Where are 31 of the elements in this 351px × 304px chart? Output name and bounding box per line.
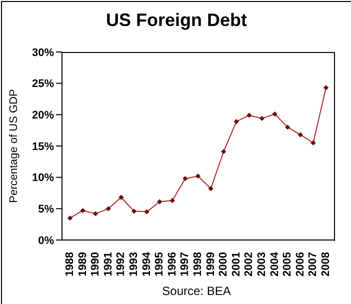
x-tick-label: 2008 bbox=[320, 252, 332, 276]
y-tick-label: 15% bbox=[32, 140, 54, 153]
x-tick-label: 2004 bbox=[268, 251, 281, 276]
x-tick-label: 1992 bbox=[115, 252, 128, 276]
x-tick-label: 2002 bbox=[243, 252, 256, 276]
y-tick-label: 25% bbox=[32, 78, 54, 90]
x-tick-label: 1997 bbox=[179, 252, 192, 276]
y-tick-label: 0% bbox=[38, 234, 54, 247]
y-tick-label: 20% bbox=[32, 110, 54, 122]
x-tick-label: 1996 bbox=[166, 252, 178, 276]
y-tick-label: 10% bbox=[32, 172, 54, 184]
x-tick-label: 2001 bbox=[230, 252, 242, 276]
chart-title: US Foreign Debt bbox=[104, 10, 248, 31]
x-tick-label: 1995 bbox=[154, 252, 166, 276]
x-tick-label: 2007 bbox=[307, 252, 320, 276]
x-tick-label: 1990 bbox=[90, 252, 102, 276]
x-tick-label: 1989 bbox=[76, 252, 89, 276]
x-tick-label: 1999 bbox=[204, 252, 217, 276]
x-tick-label: 1998 bbox=[192, 252, 204, 276]
x-tick-label: 1988 bbox=[64, 252, 76, 276]
y-axis-title: Percentage of US GDP bbox=[8, 89, 20, 203]
x-tick-label: 1993 bbox=[128, 252, 140, 276]
y-tick-label: 5% bbox=[38, 204, 54, 216]
x-tick-label: 2000 bbox=[218, 252, 230, 276]
x-tick-label: 2006 bbox=[294, 252, 306, 276]
source-note: Source: BEA bbox=[161, 284, 232, 298]
x-tick-label: 2005 bbox=[282, 252, 294, 276]
x-tick-label: 2003 bbox=[256, 252, 268, 276]
y-tick-label: 30% bbox=[32, 46, 54, 59]
x-tick-label: 1991 bbox=[102, 252, 114, 276]
x-tick-label: 1994 bbox=[140, 251, 153, 276]
